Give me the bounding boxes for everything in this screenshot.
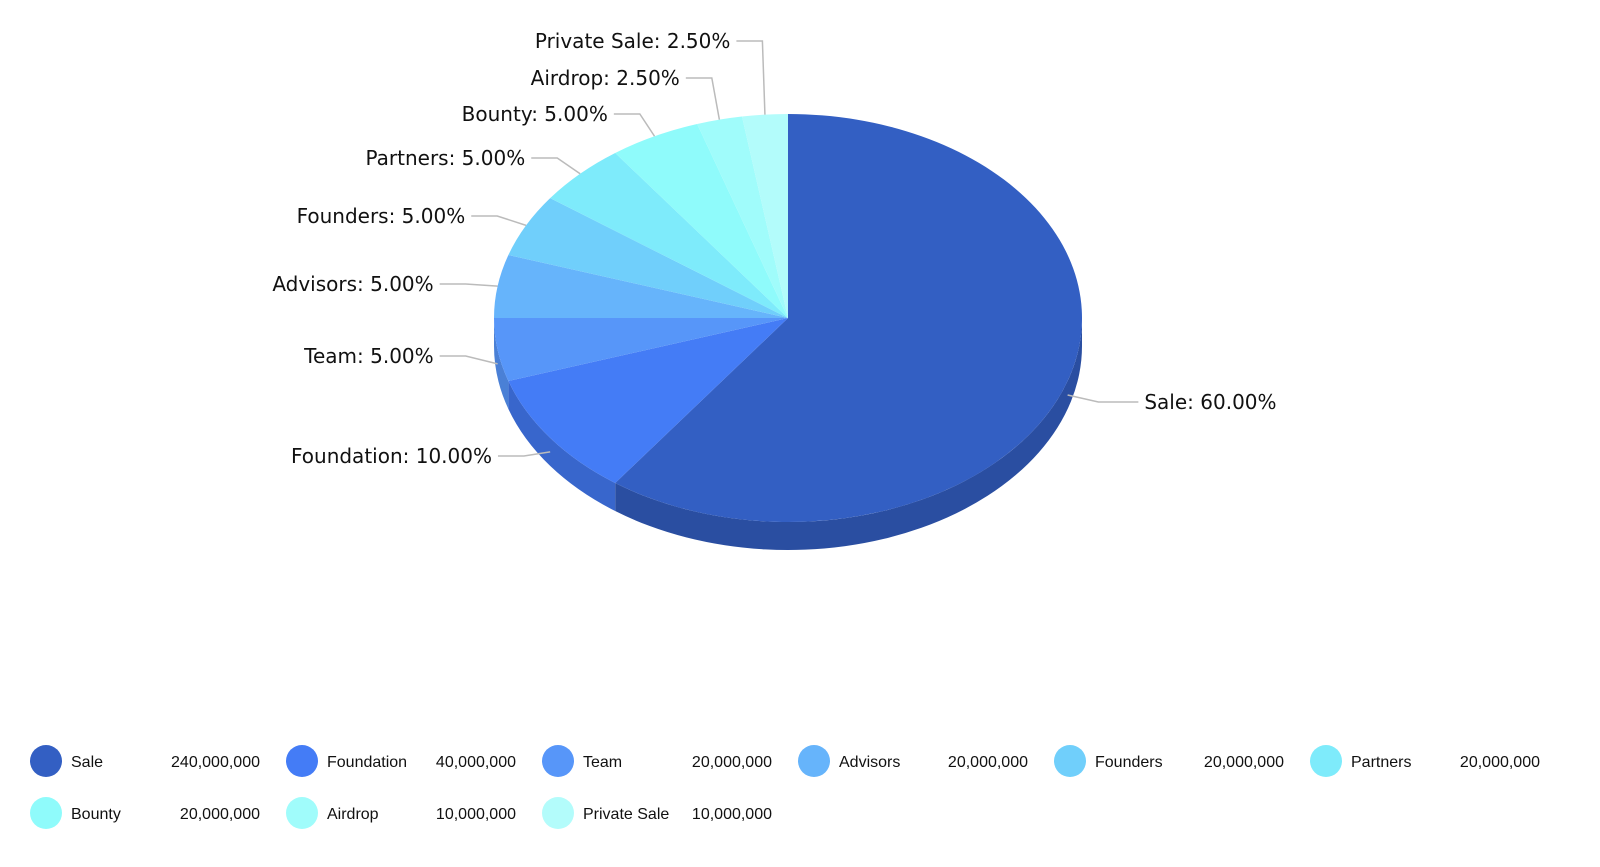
legend-label: Partners xyxy=(1351,754,1411,771)
pie-side-sale xyxy=(615,318,1082,550)
leader-line-bounty xyxy=(613,113,656,137)
leader-line-partners xyxy=(531,157,581,175)
pie-slice-bounty[interactable] xyxy=(615,123,788,319)
legend-label: Founders xyxy=(1095,754,1163,771)
legend-item-private-sale[interactable]: Private Sale 10,000,000 xyxy=(542,797,772,829)
legend-value: 20,000,000 xyxy=(1460,754,1540,771)
pie-slice-sale[interactable] xyxy=(615,114,1083,522)
pie-slice-foundation[interactable] xyxy=(508,318,788,484)
slice-label-team: Team: 5.00% xyxy=(303,344,434,368)
legend: Sale 240,000,000 Foundation 40,000,000 Team 2… xyxy=(30,745,1540,829)
slice-label-partners: Partners: 5.00% xyxy=(365,146,525,170)
slice-label-foundation: Foundation: 10.00% xyxy=(291,444,492,468)
leader-line-private-sale xyxy=(736,40,766,115)
leader-line-advisors xyxy=(439,283,498,287)
legend-value: 20,000,000 xyxy=(1204,754,1284,771)
legend-marker xyxy=(1310,745,1342,777)
leader-line-sale xyxy=(1067,394,1139,403)
legend-value: 240,000,000 xyxy=(171,754,260,771)
legend-item-sale[interactable]: Sale 240,000,000 xyxy=(30,745,260,777)
legend-marker xyxy=(286,797,318,829)
pie-slice-founders[interactable] xyxy=(508,198,788,318)
legend-item-founders[interactable]: Founders 20,000,000 xyxy=(1054,745,1284,777)
slice-labels: Sale: 60.00% Foundation: 10.00% Team: 5.00… xyxy=(272,29,1276,468)
pie-top-layer xyxy=(494,114,1083,522)
pie-side-foundation xyxy=(508,381,616,512)
leader-line-foundation xyxy=(497,451,551,457)
slice-label-advisors: Advisors: 5.00% xyxy=(272,272,433,296)
legend-marker xyxy=(1054,745,1086,777)
legend-label: Advisors xyxy=(839,754,900,771)
legend-label: Private Sale xyxy=(583,806,669,823)
slice-label-founders: Founders: 5.00% xyxy=(297,204,466,228)
legend-item-bounty[interactable]: Bounty 20,000,000 xyxy=(30,797,260,829)
legend-value: 40,000,000 xyxy=(436,754,516,771)
legend-label: Sale xyxy=(71,754,103,771)
pie-slice-airdrop[interactable] xyxy=(697,116,788,318)
legend-item-partners[interactable]: Partners 20,000,000 xyxy=(1310,745,1540,777)
leader-line-founders xyxy=(471,215,527,227)
legend-item-advisors[interactable]: Advisors 20,000,000 xyxy=(798,745,1028,777)
pie-slice-team[interactable] xyxy=(494,318,788,382)
legend-value: 20,000,000 xyxy=(948,754,1028,771)
legend-label: Team xyxy=(583,754,622,771)
legend-value: 10,000,000 xyxy=(436,806,516,823)
slice-label-bounty: Bounty: 5.00% xyxy=(462,102,608,126)
legend-label: Bounty xyxy=(71,806,121,823)
legend-value: 20,000,000 xyxy=(180,806,260,823)
pie-depth-layer xyxy=(494,318,1082,550)
legend-item-team[interactable]: Team 20,000,000 xyxy=(542,745,772,777)
legend-label: Foundation xyxy=(327,754,407,771)
legend-marker xyxy=(30,745,62,777)
legend-marker xyxy=(542,797,574,829)
slice-label-airdrop: Airdrop: 2.50% xyxy=(531,66,680,90)
legend-marker xyxy=(798,745,830,777)
pie-slice-private-sale[interactable] xyxy=(742,114,788,318)
leader-line-airdrop xyxy=(685,77,721,120)
leader-line-team xyxy=(439,355,498,365)
legend-value: 20,000,000 xyxy=(692,754,772,771)
legend-marker xyxy=(542,745,574,777)
legend-marker xyxy=(30,797,62,829)
legend-item-foundation[interactable]: Foundation 40,000,000 xyxy=(286,745,516,777)
pie-side-team xyxy=(494,318,509,410)
legend-value: 10,000,000 xyxy=(692,806,772,823)
legend-item-airdrop[interactable]: Airdrop 10,000,000 xyxy=(286,797,516,829)
pie-slice-advisors[interactable] xyxy=(494,254,788,318)
legend-marker xyxy=(286,745,318,777)
pie-slice-partners[interactable] xyxy=(550,152,788,318)
slice-label-private-sale: Private Sale: 2.50% xyxy=(535,29,731,53)
legend-label: Airdrop xyxy=(327,806,379,823)
slice-label-sale: Sale: 60.00% xyxy=(1144,390,1276,414)
